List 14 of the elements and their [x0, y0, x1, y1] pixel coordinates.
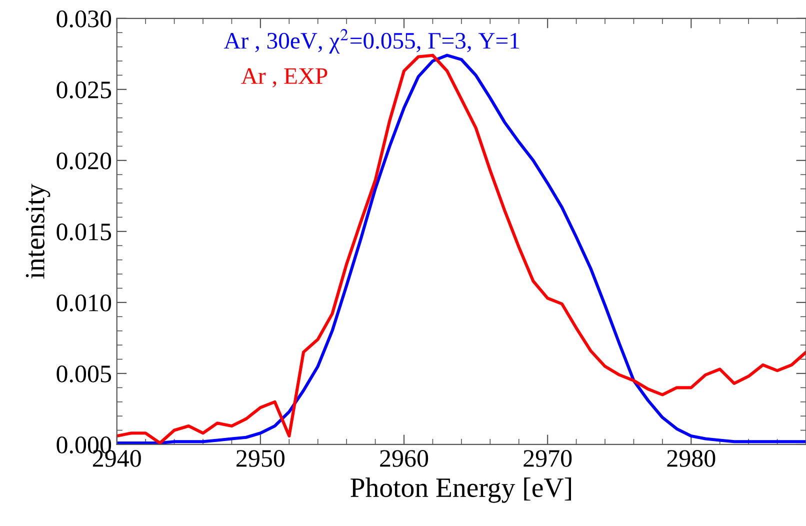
x-axis-title: Photon Energy [eV]	[350, 478, 571, 503]
x-tick-label: 2960	[380, 450, 428, 467]
y-tick-label: 0.020	[56, 152, 112, 170]
x-tick-label: 2970	[524, 450, 572, 467]
text: Ar , EXP	[241, 68, 328, 88]
y-tick-label: 0.030	[56, 10, 112, 28]
y-tick-label: 0.025	[56, 81, 112, 98]
y-axis-title: intensity	[26, 184, 50, 279]
y-tick-label: 0.015	[56, 223, 112, 240]
y-tick-label: 0.010	[56, 294, 112, 312]
x-tick-label: 2950	[236, 450, 284, 467]
text: Ar , 30eV, χ$^{2}$=0.055, Γ=3, Υ=1	[224, 29, 519, 54]
y-tick-label: 0.005	[56, 366, 112, 382]
x-tick-label: 2980	[667, 450, 716, 467]
